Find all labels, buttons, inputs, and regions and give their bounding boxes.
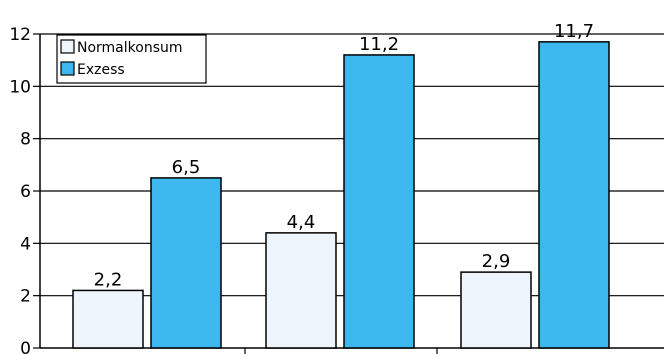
- bar-exzess-1: [150, 177, 222, 349]
- data-label: 2,9: [482, 251, 511, 272]
- legend-label-normalkonsum: Normalkonsum: [77, 40, 183, 56]
- bars: [72, 41, 610, 349]
- data-labels: 2,2 4,4 2,9 6,5 11,2 11,7: [94, 21, 594, 291]
- data-label: 6,5: [172, 157, 201, 178]
- bar-normalkonsum-1: [72, 289, 144, 349]
- data-label: 11,7: [554, 21, 594, 42]
- bar-normalkonsum-2: [265, 232, 337, 349]
- legend-label-exzess: Exzess: [77, 62, 125, 78]
- y-tick-label: 10: [9, 77, 31, 97]
- y-tick-label: 0: [20, 339, 31, 354]
- y-tick-label: 2: [20, 287, 31, 307]
- y-tick-label: 4: [20, 234, 31, 254]
- bar-normalkonsum-3: [460, 271, 532, 349]
- y-tick-label: 12: [9, 25, 31, 45]
- data-label: 4,4: [287, 212, 316, 233]
- bar-exzess-3: [538, 41, 610, 349]
- y-tick-label: 6: [20, 182, 31, 202]
- bar-exzess-2: [343, 54, 415, 349]
- legend-swatch-normalkonsum: [60, 39, 75, 54]
- data-label: 11,2: [359, 34, 399, 55]
- y-tick-label: 8: [20, 130, 31, 150]
- legend-box: [56, 34, 207, 84]
- legend: Normalkonsum Exzess: [56, 34, 207, 84]
- legend-swatch-exzess: [60, 61, 75, 76]
- data-label: 2,2: [94, 269, 123, 290]
